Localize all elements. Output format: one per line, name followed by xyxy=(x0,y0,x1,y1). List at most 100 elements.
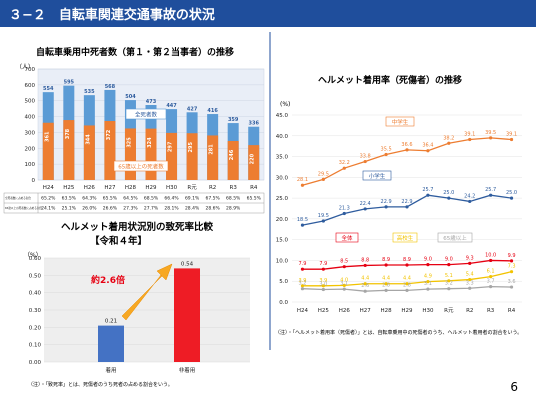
helmet-point xyxy=(321,284,325,288)
deaths-table-cell: 24.1% xyxy=(41,206,56,212)
deaths-x-tick: H30 xyxy=(166,185,178,191)
helmet-point xyxy=(489,285,493,289)
deaths-65plus-label: 295 xyxy=(188,141,194,152)
helmet-point xyxy=(363,282,367,286)
helmet-y-tick: 5.0 xyxy=(279,279,288,285)
deaths-table-cell: 25.1% xyxy=(62,206,77,212)
deaths-table-row-label: 全死者数に占める割合 xyxy=(5,196,31,200)
helmet-point xyxy=(426,280,430,284)
helmet-value-label: 3.9 xyxy=(298,278,306,284)
deaths-table-cell: 63.5% xyxy=(62,196,77,202)
helmet-y-tick: 20.0 xyxy=(276,217,289,223)
helmet-value-label: 3.1 xyxy=(424,281,432,287)
deaths-chart-title: 自転車乗用中死者数（第１・第２当事者）の推移 xyxy=(36,48,235,58)
helmet-y-tick: 15.0 xyxy=(276,238,289,244)
deaths-table-cell: 26.6% xyxy=(103,206,118,212)
helmet-value-label: 22.9 xyxy=(401,199,412,205)
helmet-value-label: 18.5 xyxy=(297,217,308,223)
helmet-series-label-box xyxy=(335,232,359,243)
helmet-value-label: 24.2 xyxy=(464,193,475,199)
helmet-value-label: 3.3 xyxy=(466,280,474,286)
helmet-value-label: 8.9 xyxy=(382,257,390,263)
deaths-65plus-label: 297 xyxy=(168,141,174,152)
deaths-x-tick: H28 xyxy=(125,185,137,191)
deaths-legend-total: 全死者数 xyxy=(135,111,158,119)
deaths-65plus-label: 325 xyxy=(126,137,132,148)
helmet-value-label: 9.0 xyxy=(445,257,453,263)
helmet-value-label: 22.4 xyxy=(360,201,371,207)
helmet-point xyxy=(426,263,430,267)
fatality-x-tick: 着用 xyxy=(105,366,116,374)
helmet-point xyxy=(468,261,472,265)
deaths-table-cell: 66.4% xyxy=(164,196,179,202)
helmet-point xyxy=(468,199,472,204)
helmet-point xyxy=(509,196,514,200)
deaths-bar-65plus xyxy=(227,140,239,180)
helmet-value-label: 25.0 xyxy=(506,190,517,196)
helmet-series-label-box xyxy=(385,116,415,127)
helmet-x-tick: H25 xyxy=(318,308,330,314)
fatality-chart-subtitle: 【令和４年】 xyxy=(90,236,148,247)
helmet-point xyxy=(489,193,493,197)
helmet-point xyxy=(321,287,325,292)
slide-header: ３−２ 自転車関連交通事故の状況 xyxy=(0,0,536,27)
helmet-point xyxy=(300,267,305,271)
fatality-y-tick: 0.20 xyxy=(29,325,42,331)
helmet-point xyxy=(384,263,388,267)
helmet-series-label-box xyxy=(362,170,392,181)
helmet-value-label: 32.2 xyxy=(339,160,350,166)
fatality-y-tick: 0.10 xyxy=(29,343,42,349)
helmet-point xyxy=(300,284,305,288)
helmet-value-label: 39.1 xyxy=(464,132,475,138)
deaths-x-tick: R4 xyxy=(250,185,258,191)
deaths-x-tick: H25 xyxy=(63,185,75,191)
fatality-y-tick: 0.60 xyxy=(29,256,42,262)
deaths-bar-65plus xyxy=(186,133,198,180)
helmet-value-label: 9.9 xyxy=(508,253,516,259)
deaths-total-label: 554 xyxy=(43,86,54,92)
deaths-total-label: 473 xyxy=(146,99,157,105)
helmet-value-label: 8.9 xyxy=(403,257,411,263)
helmet-y-tick: 45.0 xyxy=(276,113,289,119)
helmet-point xyxy=(405,205,409,209)
deaths-total-label: 416 xyxy=(207,108,218,114)
helmet-y-tick: 0.0 xyxy=(279,300,288,306)
deaths-total-label: 447 xyxy=(166,103,177,109)
helmet-point xyxy=(321,267,325,271)
helmet-value-label: 6.1 xyxy=(487,269,495,275)
helmet-point xyxy=(509,259,514,263)
deaths-y-tick: 300 xyxy=(25,130,36,136)
fatality-x-tick: 非着用 xyxy=(179,366,196,374)
helmet-series-label: 中学生 xyxy=(392,118,409,126)
fatality-y-unit: （%） xyxy=(24,252,42,259)
deaths-table-row-label: 65歳以上の死者数に占める割合 xyxy=(5,206,42,210)
deaths-table-cell: 64.5% xyxy=(123,196,138,202)
helmet-point xyxy=(342,211,346,216)
helmet-point xyxy=(405,282,409,286)
helmet-x-tick: H27 xyxy=(360,308,372,314)
fatality-annotation: 約2.6倍 xyxy=(91,274,125,286)
helmet-point xyxy=(509,270,514,274)
deaths-x-tick: H26 xyxy=(84,185,96,191)
helmet-value-label: 38.2 xyxy=(443,135,454,141)
helmet-value-label: 39.5 xyxy=(485,130,496,136)
helmet-value-label: 4.4 xyxy=(403,276,411,282)
deaths-y-unit: （人） xyxy=(16,64,35,71)
helmet-x-tick: H26 xyxy=(339,308,351,314)
deaths-bar-65plus xyxy=(166,132,178,180)
deaths-table-cell: 28.4% xyxy=(185,206,200,212)
helmet-value-label: 21.3 xyxy=(339,205,350,211)
deaths-table-cell: 68.5% xyxy=(144,196,159,202)
deaths-bar-65plus xyxy=(83,125,95,180)
helmet-y-tick: 30.0 xyxy=(276,175,289,181)
deaths-bar-65plus xyxy=(207,135,219,180)
helmet-point xyxy=(363,207,367,211)
helmet-value-label: 2.8 xyxy=(403,282,411,288)
helmet-value-label: 2.8 xyxy=(382,282,390,288)
deaths-bar-65plus xyxy=(145,128,157,180)
deaths-y-tick: 700 xyxy=(25,67,36,73)
helmet-x-tick: R2 xyxy=(466,308,473,314)
fatality-bar-label: 0.54 xyxy=(181,261,194,267)
deaths-x-tick: H29 xyxy=(145,185,157,191)
fatality-note: （注）・「致死率」とは、死傷者のうち死者の占める割合をいう。 xyxy=(28,382,173,388)
